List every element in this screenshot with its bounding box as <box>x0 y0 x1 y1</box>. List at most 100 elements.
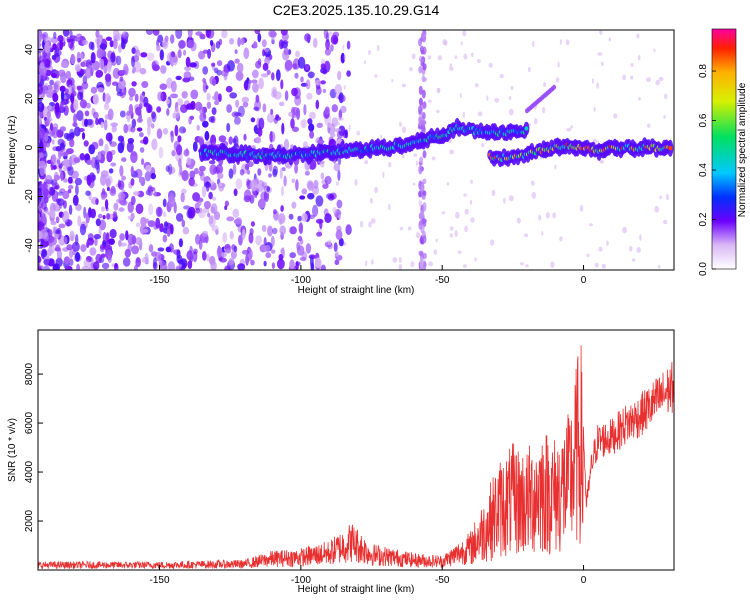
spectrogram-noise-cell <box>111 263 115 268</box>
spectrogram-noise-cell <box>130 195 136 206</box>
spectrogram-noise-cell <box>174 124 179 137</box>
spectrogram-noise-cell <box>115 32 122 38</box>
spectrogram-noise-cell <box>275 69 281 82</box>
spectrogram-noise-cell <box>104 93 111 104</box>
spectrogram-noise-cell <box>345 224 352 236</box>
spectrogram-noise-cell <box>68 39 74 49</box>
spectrogram-noise-cell <box>97 151 102 161</box>
spectrogram-noise-cell <box>152 64 160 72</box>
spectrogram-noise-cell <box>112 38 118 50</box>
spectrogram-noise-cell <box>283 47 289 56</box>
spectrogram-noise-cell <box>51 139 55 145</box>
spectrogram-noise-cell <box>464 208 469 215</box>
spectrogram-noise-cell <box>316 231 323 237</box>
spectrogram-noise-cell <box>312 37 318 48</box>
spectrogram-noise-cell <box>71 170 79 179</box>
spectrogram-noise-cell <box>199 112 207 123</box>
spectrogram-noise-cell <box>58 163 63 169</box>
spectrogram-noise-cell <box>38 36 42 43</box>
spectrogram-noise-cell <box>338 213 342 221</box>
spectrogram-noise-cell <box>120 138 125 150</box>
spectrogram-noise-cell <box>327 193 335 201</box>
spectrogram-noise-cell <box>64 88 69 95</box>
spectrogram-noise-cell <box>55 80 61 86</box>
spectrogram-noise-cell <box>198 210 206 219</box>
spectrogram-noise-cell <box>206 101 212 110</box>
spectrogram-noise-cell <box>327 239 332 246</box>
spectrogram-noise-cell <box>368 50 371 55</box>
spectrogram-noise-cell <box>245 163 250 171</box>
spectrogram-noise-cell <box>177 259 184 265</box>
spectrogram-streak-cell <box>418 105 422 115</box>
spectrogram-noise-cell <box>228 168 234 179</box>
spectrogram-noise-cell <box>59 85 66 93</box>
spectrogram-streak-cell <box>421 75 426 83</box>
spectrogram-noise-cell <box>63 105 69 116</box>
spectrogram-noise-cell <box>42 265 51 270</box>
spectrogram-noise-cell <box>218 93 222 102</box>
spectrogram-noise-cell <box>335 93 339 99</box>
figure-title: C2E3.2025.135.10.29.G14 <box>273 2 440 18</box>
spectrogram-noise-cell <box>232 208 240 218</box>
x-tick-label: -150 <box>150 275 170 286</box>
spectrogram-noise-cell <box>300 119 307 129</box>
spectrogram-noise-cell <box>449 66 454 71</box>
y-tick-label: 0 <box>24 144 35 150</box>
spectrogram-noise-cell <box>84 67 92 79</box>
spectrogram-noise-cell <box>565 39 570 46</box>
spectrogram-noise-cell <box>600 61 604 67</box>
spectrogram-noise-cell <box>608 37 611 42</box>
spectrogram-noise-cell <box>266 186 271 192</box>
spectrogram-noise-cell <box>119 200 128 206</box>
spectrogram-noise-cell <box>157 247 165 252</box>
x-tick-label: -50 <box>435 575 450 586</box>
spectrogram-noise-cell <box>52 92 59 103</box>
spectrogram-noise-cell <box>98 138 104 147</box>
spectrogram-noise-cell <box>277 258 285 270</box>
spectrogram-noise-cell <box>192 141 198 152</box>
spectrogram-noise-cell <box>401 126 407 133</box>
spectrogram-streak-cell <box>420 182 425 192</box>
spectrogram-noise-cell <box>297 235 303 242</box>
spectrogram-noise-cell <box>44 132 49 142</box>
spectrogram-noise-cell <box>243 47 250 60</box>
spectrogram-noise-cell <box>545 212 550 219</box>
spectrogram-noise-cell <box>78 128 85 132</box>
x-tick-label: 0 <box>581 575 587 586</box>
spectrogram-noise-cell <box>93 111 99 119</box>
spectrogram-noise-cell <box>91 60 95 73</box>
spectrogram-noise-cell <box>262 103 267 113</box>
spectrogram-noise-cell <box>335 250 340 258</box>
spectrogram-noise-cell <box>435 238 438 243</box>
spectrogram-noise-cell <box>208 215 214 225</box>
spectrogram-noise-cell <box>140 216 147 227</box>
spectrogram-noise-cell <box>208 191 213 200</box>
spectrogram-noise-cell <box>340 94 346 102</box>
spectrogram-noise-cell <box>462 264 467 268</box>
spectrogram-noise-cell <box>519 262 525 266</box>
spectrogram-noise-cell <box>44 174 53 183</box>
spectrogram-noise-cell <box>433 249 438 255</box>
spectrogram-noise-cell <box>52 263 60 270</box>
spectrogram-noise-cell <box>255 136 262 144</box>
spectrogram-noise-cell <box>47 246 53 257</box>
spectrogram-noise-cell <box>303 104 307 116</box>
spectrogram-noise-cell <box>80 61 86 67</box>
spectrogram-noise-cell <box>457 250 462 254</box>
spectrogram-noise-cell <box>41 90 46 98</box>
spectrogram-noise-cell <box>272 165 278 176</box>
spectrogram-noise-cell <box>166 77 173 89</box>
spectrogram-noise-cell <box>147 124 151 136</box>
snr-frame <box>37 329 675 571</box>
spectrogram-noise-cell <box>228 136 233 145</box>
spectrogram-noise-cell <box>542 106 546 114</box>
spectrogram-noise-cell <box>51 54 57 61</box>
spectrogram-noise-cell <box>170 224 174 235</box>
y-tick-label: 2000 <box>24 509 35 532</box>
spectrogram-noise-cell <box>100 253 106 258</box>
spectrogram-noise-cell <box>186 209 193 219</box>
spectrogram-noise-cell <box>94 237 98 247</box>
spectrogram-x-label: Height of straight line (km) <box>298 285 415 296</box>
spectrogram-noise-cell <box>233 188 238 197</box>
spectrogram-noise-cell <box>75 203 82 212</box>
